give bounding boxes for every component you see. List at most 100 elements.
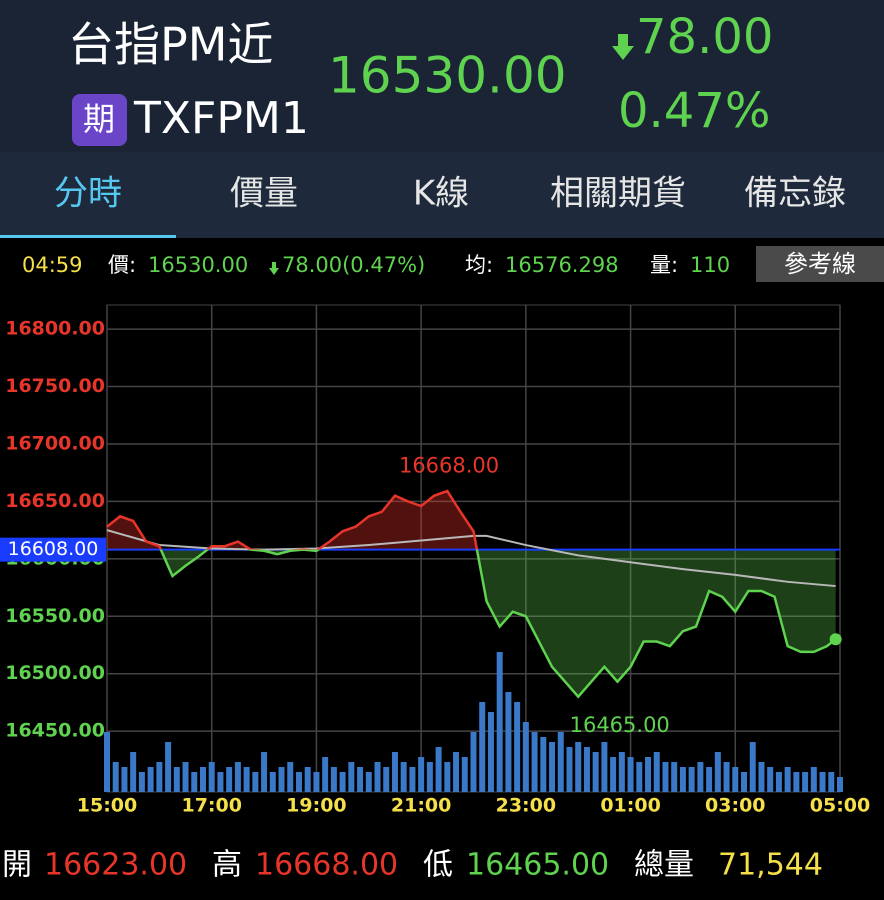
volume-bar [234, 762, 241, 792]
reference-label-bg [0, 537, 106, 562]
volume-bar [444, 762, 451, 792]
reference-label: 16608.00 [8, 538, 99, 560]
volume-bar [409, 767, 416, 792]
volume-bar [662, 762, 669, 792]
low-label: 低 [423, 848, 453, 883]
tab[interactable]: 價量 [230, 174, 298, 214]
volume-bar [112, 762, 119, 792]
info-change: 78.00(0.47%) [282, 253, 425, 277]
volume-bar [610, 757, 617, 792]
info-arrow [269, 262, 279, 275]
high: 16668.00 [255, 848, 398, 883]
volume-bar [688, 767, 695, 792]
volume-bar [566, 747, 573, 792]
x-tick-label: 17:00 [181, 795, 241, 817]
annotation: 16465.00 [570, 713, 670, 737]
price-line [159, 549, 837, 699]
volume-bar [784, 767, 791, 792]
price-line [106, 489, 479, 550]
volume-bar [767, 767, 774, 792]
volume-bar [557, 732, 564, 792]
volume-bar [810, 767, 817, 792]
x-tick-label: 03:00 [705, 795, 765, 817]
volume-bar [741, 772, 748, 792]
info-volume: 110 [690, 253, 730, 277]
volume-bar [217, 772, 224, 792]
ref-button-label[interactable]: 參考線 [784, 250, 856, 278]
volume-bar [714, 752, 721, 792]
volume-bar [505, 692, 512, 792]
volume-bar [583, 747, 590, 792]
x-tick-label: 05:00 [810, 795, 870, 817]
title: 台指PM近 [68, 18, 273, 72]
volume-bar [165, 742, 172, 792]
y-tick-label: 16450.00 [5, 720, 105, 742]
volume-bar [461, 757, 468, 792]
volume-bar [130, 752, 137, 792]
header [0, 0, 884, 152]
volume-bar [374, 762, 381, 792]
volume-bar [252, 772, 259, 792]
x-tick-label: 01:00 [600, 795, 660, 817]
volume-bar [287, 762, 294, 792]
tab[interactable]: 相關期貨 [550, 174, 686, 214]
tab[interactable]: 備忘錄 [744, 174, 846, 214]
volume-bar [269, 772, 276, 792]
volume-bar [706, 767, 713, 792]
volume-bar [522, 722, 529, 792]
badge-bg [72, 94, 127, 146]
volume-bar [636, 762, 643, 792]
volume-bar [226, 767, 233, 792]
volume-bar [592, 752, 599, 792]
volume-bar [732, 767, 739, 792]
volume-bar [383, 767, 390, 792]
down-arrow [612, 34, 634, 60]
volume-bar [828, 772, 835, 792]
volume-bar [802, 772, 809, 792]
volume-bar [819, 772, 826, 792]
volume-bar [295, 772, 302, 792]
avg-line [106, 529, 836, 588]
volume-bar [453, 752, 460, 792]
volume-bar [749, 742, 756, 792]
volume-bar [671, 762, 678, 792]
volume-bar [243, 767, 250, 792]
volume-bar [496, 652, 503, 792]
volume-bar [540, 737, 547, 792]
volume-bar [418, 757, 425, 792]
volume-bar [348, 762, 355, 792]
volume-bar [391, 752, 398, 792]
tab[interactable]: 分時 [54, 174, 122, 214]
footer: 開 16623.00 高 16668.00 低 16465.00 總量 71,5… [2, 848, 823, 883]
volume-bar [261, 752, 268, 792]
info-price-label: 價: [108, 253, 136, 277]
high-label: 高 [212, 848, 242, 883]
y-tick-label: 16800.00 [5, 318, 105, 340]
x-tick-label: 15:00 [77, 795, 137, 817]
change-pct: 0.47% [618, 83, 770, 139]
volume-bar [697, 762, 704, 792]
y-tick-label: 16550.00 [5, 605, 105, 627]
info-price: 16530.00 [148, 253, 248, 277]
total-label: 總量 [634, 848, 694, 883]
x-tick-label: 23:00 [496, 795, 556, 817]
info-avg-label: 均: [465, 253, 493, 277]
tab-underline [0, 235, 176, 238]
volume-bar [758, 762, 765, 792]
info-avg: 16576.298 [505, 253, 619, 277]
tab[interactable]: K線 [413, 174, 469, 214]
volume-bar [173, 767, 180, 792]
volume-bar [400, 762, 407, 792]
tab-bar [0, 152, 884, 238]
low: 16465.00 [466, 848, 609, 883]
volume-bar [330, 767, 337, 792]
ref-button[interactable] [756, 246, 884, 282]
volume-bar [479, 702, 486, 792]
volume-bar [775, 772, 782, 792]
info-volume-label: 量: [650, 253, 678, 277]
y-tick-label: 16500.00 [5, 662, 105, 684]
volume-bar [487, 712, 494, 792]
volume-bar [208, 762, 215, 792]
volume-bar [147, 767, 154, 792]
